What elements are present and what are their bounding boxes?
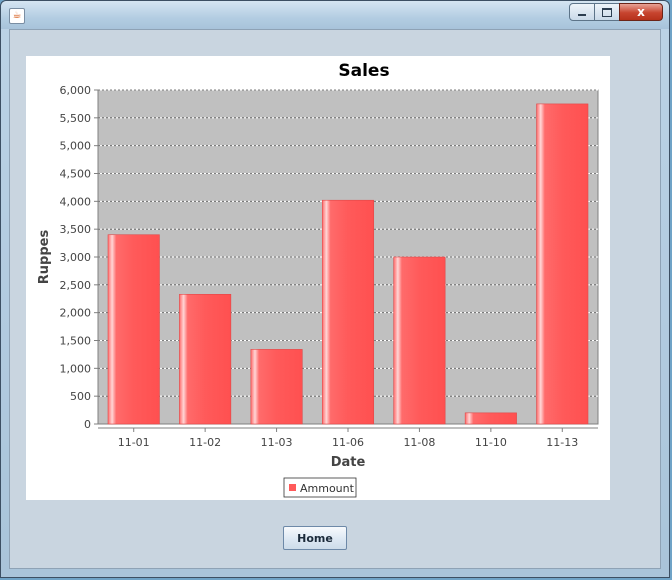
content-pane: Sales 0 500 1,000 1,500 2,000 2,500 3,000 3,500… (9, 29, 661, 569)
y-tick-label: 2,000 (60, 307, 92, 320)
y-tick-label: 6,000 (60, 84, 92, 97)
legend-box (283, 477, 357, 498)
bar (393, 256, 446, 425)
y-tick-label: 0 (84, 418, 91, 431)
java-app-icon[interactable]: ☕ (9, 8, 25, 24)
sales-bar-chart: Sales 0 500 1,000 1,500 2,000 2,500 3,000 3,500… (37, 61, 599, 498)
y-axis-label: Ruppes (37, 230, 52, 285)
bar (464, 412, 517, 425)
y-tick-label: 1,500 (60, 335, 92, 348)
legend-swatch (289, 484, 296, 491)
bar (536, 103, 589, 425)
chart-title: Sales (338, 61, 389, 81)
maximize-button[interactable] (594, 3, 620, 21)
x-tick-label: 11-10 (475, 436, 507, 449)
y-tick-label: 4,000 (60, 195, 92, 208)
y-tick-label: 2,500 (60, 279, 92, 292)
minimize-icon (578, 14, 586, 16)
window-controls: x (569, 3, 663, 23)
bar (179, 293, 232, 425)
y-tick-label: 1,000 (60, 362, 92, 375)
close-icon: x (637, 5, 645, 19)
x-tick-label: 11-01 (118, 436, 150, 449)
x-tick-label: 11-02 (189, 436, 221, 449)
close-button[interactable]: x (619, 3, 663, 21)
y-tick-label: 5,000 (60, 140, 92, 153)
bar (250, 349, 303, 425)
y-tick-label: 3,500 (60, 223, 92, 236)
x-tick-label: 11-13 (546, 436, 578, 449)
maximize-icon (602, 7, 612, 17)
legend-label: Ammount (300, 482, 355, 495)
minimize-button[interactable] (569, 3, 595, 21)
x-tick-label: 11-06 (332, 436, 364, 449)
x-tick-label: 11-08 (403, 436, 435, 449)
title-bar[interactable]: ☕ x (1, 1, 669, 29)
x-tick-label: 11-03 (261, 436, 293, 449)
bar (107, 234, 160, 425)
x-axis-label: Date (331, 455, 366, 470)
y-tick-label: 5,500 (60, 112, 92, 125)
bar (321, 199, 375, 425)
y-tick-label: 3,000 (60, 251, 92, 264)
y-tick-label: 500 (70, 390, 91, 403)
y-tick-label: 4,500 (60, 168, 92, 181)
chart-panel: Sales 0 500 1,000 1,500 2,000 2,500 3,000 3,500… (26, 56, 610, 500)
home-button[interactable]: Home (283, 526, 347, 550)
